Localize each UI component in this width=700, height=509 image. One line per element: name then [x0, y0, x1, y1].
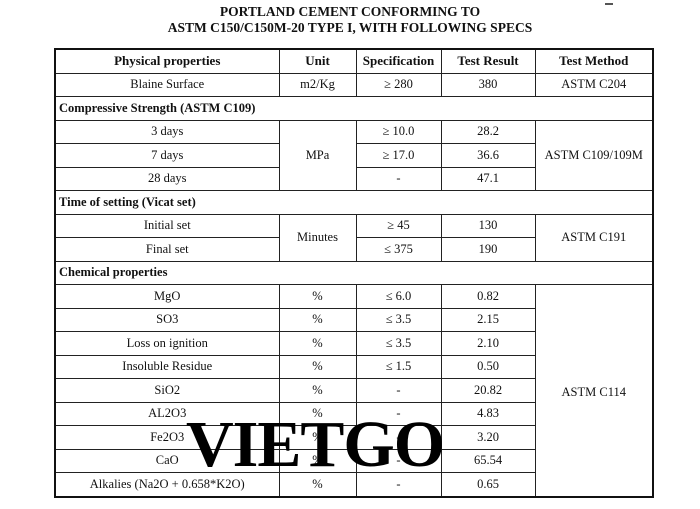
header-cell: Unit: [278, 48, 357, 74]
property-name: 7 days: [54, 143, 280, 168]
table-row: Initial set Minutes ≥ 45 130 ASTM C191: [54, 213, 654, 262]
spec-cell: ≤ 1.5: [355, 354, 442, 379]
specs-table: Physical properties Unit Specification T…: [54, 48, 654, 498]
unit-cell: %: [278, 425, 357, 450]
result-cell: 0.82: [440, 284, 536, 309]
result-cell: 20.82: [440, 378, 536, 403]
document-title-line1: PORTLAND CEMENT CONFORMING TO: [219, 4, 481, 19]
table-row: Blaine Surface m2/Kg ≥ 280 380 ASTM C204: [54, 72, 654, 97]
vietgo-watermark: VIETGO: [186, 408, 445, 481]
property-name: Alkalies (Na2O + 0.658*K2O): [54, 472, 280, 497]
unit-cell: %: [278, 378, 357, 403]
result-cell: 190: [440, 237, 536, 262]
spec-cell: -: [355, 166, 442, 191]
property-name: 3 days: [54, 119, 280, 144]
result-cell: 2.15: [440, 307, 536, 332]
table-row: AL2O3% -4.83: [54, 401, 653, 426]
table-row: SO3% ≤ 3.5 2.15: [54, 307, 653, 332]
spec-cell: -: [355, 401, 442, 426]
property-name: MgO: [54, 284, 280, 309]
unit-cell: Minutes: [278, 213, 357, 262]
unit-cell: m2/Kg: [278, 72, 357, 97]
result-cell: 0.50: [440, 354, 536, 379]
spec-cell: ≥ 10.0: [355, 119, 442, 144]
header-cell: Physical properties: [54, 48, 280, 74]
table-row: Fe2O3% -3.20: [54, 425, 653, 450]
result-cell: 65.54: [440, 448, 536, 473]
spec-cell: ≥ 280: [355, 72, 442, 97]
spec-cell: ≤ 3.5: [355, 307, 442, 332]
property-name: SiO2: [54, 378, 280, 403]
unit-cell: %: [278, 354, 357, 379]
table-row: Loss on ignition% ≤ 3.5 2.10: [54, 331, 653, 356]
property-name: Final set: [54, 237, 280, 262]
method-cell: ASTM C109/109M: [534, 119, 654, 191]
property-name: SO3: [54, 307, 280, 332]
result-cell: 28.2: [440, 119, 536, 144]
method-cell: ASTM C191: [534, 213, 654, 262]
result-cell: 0.65: [440, 472, 536, 497]
property-name: CaO: [54, 448, 280, 473]
property-name: 28 days: [54, 166, 280, 191]
table-row: MgO% ≤ 6.0 0.82 ASTM C114: [54, 284, 654, 497]
table-row: Alkalies (Na2O + 0.658*K2O)% -0.65: [54, 472, 653, 497]
result-cell: 4.83: [440, 401, 536, 426]
table-row: SiO2% -20.82: [54, 378, 653, 403]
method-cell: ASTM C114: [534, 284, 654, 497]
section-title: Compressive Strength (ASTM C109): [54, 96, 654, 121]
spec-cell: ≤ 6.0: [355, 284, 442, 309]
section-title: Chemical properties: [54, 260, 654, 285]
scan-mark: [605, 3, 613, 5]
header-cell: Test Result: [440, 48, 536, 74]
document-title-line2: ASTM C150/C150M-20 TYPE I, WITH FOLLOWIN…: [167, 20, 533, 35]
table-row: CaO% -65.54: [54, 448, 653, 473]
property-name: Initial set: [54, 213, 280, 238]
result-cell: 3.20: [440, 425, 536, 450]
unit-cell: %: [278, 307, 357, 332]
result-cell: 380: [440, 72, 536, 97]
method-label: ASTM C114: [561, 384, 626, 399]
unit-cell: %: [278, 472, 357, 497]
spec-cell: ≥ 17.0: [355, 143, 442, 168]
header-cell: Specification: [355, 48, 442, 74]
spec-cell: ≤ 3.5: [355, 331, 442, 356]
section-row: Time of setting (Vicat set): [54, 190, 654, 215]
method-cell: ASTM C204: [534, 72, 654, 97]
spec-cell: -: [355, 425, 442, 450]
section-row: Chemical properties: [54, 260, 654, 285]
table-row: Final set ≤ 375 190: [54, 237, 653, 262]
table-row: Insoluble Residue% ≤ 1.5 0.50: [54, 354, 653, 379]
result-cell: 47.1: [440, 166, 536, 191]
result-cell: 2.10: [440, 331, 536, 356]
property-name: Blaine Surface: [54, 72, 280, 97]
result-cell: 36.6: [440, 143, 536, 168]
result-cell: 130: [440, 213, 536, 238]
table-header-row: Physical properties Unit Specification T…: [54, 48, 654, 74]
spec-cell: ≤ 375: [355, 237, 442, 262]
property-name: Loss on ignition: [54, 331, 280, 356]
unit-cell: %: [278, 284, 357, 309]
property-name: Fe2O3: [54, 425, 280, 450]
header-cell: Test Method: [534, 48, 654, 74]
unit-cell: %: [278, 331, 357, 356]
unit-cell: %: [278, 401, 357, 426]
section-row: Compressive Strength (ASTM C109): [54, 96, 654, 121]
property-name: Insoluble Residue: [54, 354, 280, 379]
table-row: 3 days MPa ≥ 10.0 28.2 ASTM C109/109M: [54, 119, 654, 191]
section-title: Time of setting (Vicat set): [54, 190, 654, 215]
unit-cell: MPa: [278, 119, 357, 191]
spec-cell: -: [355, 472, 442, 497]
table-row: 28 days - 47.1: [54, 166, 653, 191]
spec-cell: -: [355, 378, 442, 403]
spec-cell: ≥ 45: [355, 213, 442, 238]
